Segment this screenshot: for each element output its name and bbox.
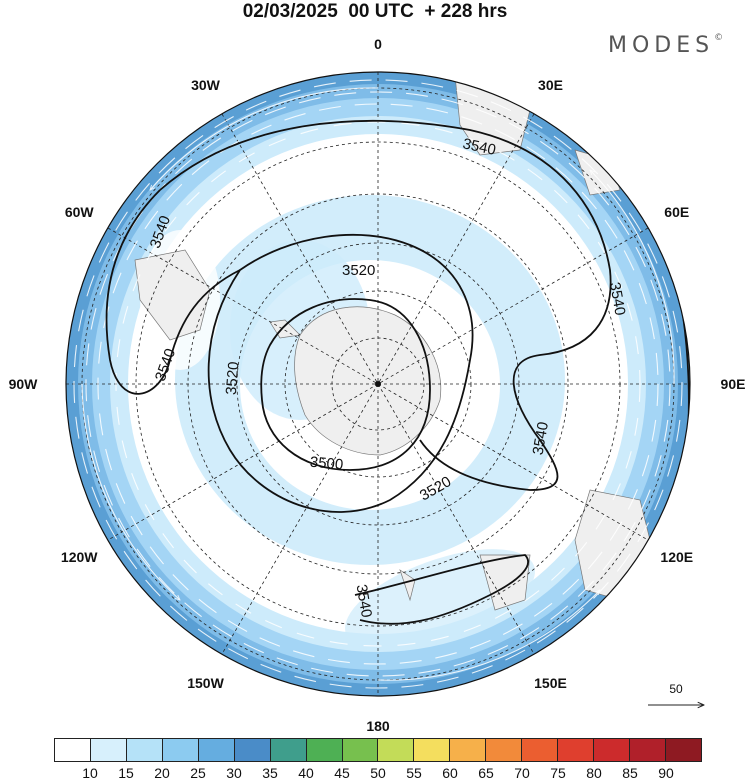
longitude-label: 0 bbox=[374, 36, 382, 52]
colorbar-swatch bbox=[486, 739, 523, 761]
colorbar-swatch bbox=[630, 739, 666, 761]
longitude-label: 60W bbox=[64, 203, 94, 220]
colorbar-tick-label: 25 bbox=[190, 765, 206, 781]
longitude-label: 120W bbox=[60, 548, 98, 565]
colorbar-swatch bbox=[558, 739, 595, 761]
contour-label: 3500 bbox=[309, 454, 344, 474]
contour-label: 3540 bbox=[606, 281, 629, 317]
colorbar-tick-label: 55 bbox=[406, 765, 422, 781]
colorbar-swatch bbox=[270, 739, 307, 761]
contour-label: 3540 bbox=[461, 135, 497, 159]
colorbar-tick-label: 20 bbox=[154, 765, 170, 781]
colorbar-swatch bbox=[126, 739, 163, 761]
contour-label: 3520 bbox=[223, 361, 243, 396]
colorbar-swatch bbox=[522, 739, 559, 761]
colorbar-swatch bbox=[55, 739, 91, 761]
colorbar bbox=[54, 738, 702, 762]
colorbar-swatch bbox=[306, 739, 343, 761]
polar-wind-map: 3540 3540 3540 3540 3540 3540 3540 3520 … bbox=[65, 71, 750, 735]
colorbar-tick-label: 90 bbox=[658, 765, 674, 781]
colorbar-tick-label: 65 bbox=[478, 765, 494, 781]
colorbar-swatch bbox=[90, 739, 127, 761]
colorbar-tick-label: 30 bbox=[226, 765, 242, 781]
longitude-label: 180 bbox=[366, 718, 390, 734]
map-boundary bbox=[65, 71, 691, 697]
colorbar-swatch bbox=[594, 739, 630, 761]
map-title: 02/03/2025 00 UTC + 228 hrs bbox=[242, 1, 508, 22]
colorbar-tick-label: 15 bbox=[118, 765, 134, 781]
colorbar-tick-label: 60 bbox=[442, 765, 458, 781]
contour-label: 3540 bbox=[353, 583, 376, 619]
colorbar-tick-label: 50 bbox=[370, 765, 386, 781]
colorbar-tick-label: 80 bbox=[586, 765, 602, 781]
contour-label: 3540 bbox=[530, 421, 553, 457]
longitude-label: 120E bbox=[660, 548, 694, 565]
longitude-label: 30W bbox=[191, 77, 220, 94]
contour-label: 3520 bbox=[683, 257, 708, 294]
colorbar-tick-label: 45 bbox=[334, 765, 350, 781]
colorbar-tick-label: 10 bbox=[82, 765, 98, 781]
reference-vector-label: 50 bbox=[669, 682, 683, 696]
longitude-label: 60E bbox=[664, 203, 690, 220]
brand-text: MODES bbox=[608, 33, 715, 58]
copyright-mark: © bbox=[714, 33, 724, 43]
colorbar-swatch bbox=[378, 739, 415, 761]
colorbar-swatch bbox=[198, 739, 235, 761]
colorbar-tick-label: 35 bbox=[262, 765, 278, 781]
colorbar-tick-label: 75 bbox=[550, 765, 566, 781]
colorbar-ticks: 10 15 20 25 30 35 40 45 50 55 60 65 70 75 80 85 90 bbox=[54, 765, 702, 781]
contour-label: 3520 bbox=[342, 262, 375, 279]
longitude-label: 150W bbox=[187, 674, 224, 691]
colorbar-swatch bbox=[162, 739, 199, 761]
colorbar-tick-label: 85 bbox=[622, 765, 638, 781]
colorbar-swatch bbox=[665, 739, 701, 761]
colorbar-tick-label: 40 bbox=[298, 765, 314, 781]
south-pole-dot bbox=[375, 381, 381, 387]
colorbar-swatch bbox=[342, 739, 379, 761]
wind-streamlines bbox=[73, 79, 683, 689]
colorbar-swatch bbox=[450, 739, 487, 761]
longitude-label: 90W bbox=[8, 376, 38, 392]
longitude-label: 90E bbox=[720, 376, 746, 392]
reference-vector: 50 bbox=[646, 682, 706, 722]
colorbar-tick-label: 70 bbox=[514, 765, 530, 781]
longitude-label: 150E bbox=[534, 674, 567, 691]
longitude-label: 30E bbox=[538, 77, 563, 94]
modes-logo: MODES© bbox=[608, 33, 723, 58]
colorbar-swatch bbox=[414, 739, 451, 761]
colorbar-swatch bbox=[234, 739, 271, 761]
